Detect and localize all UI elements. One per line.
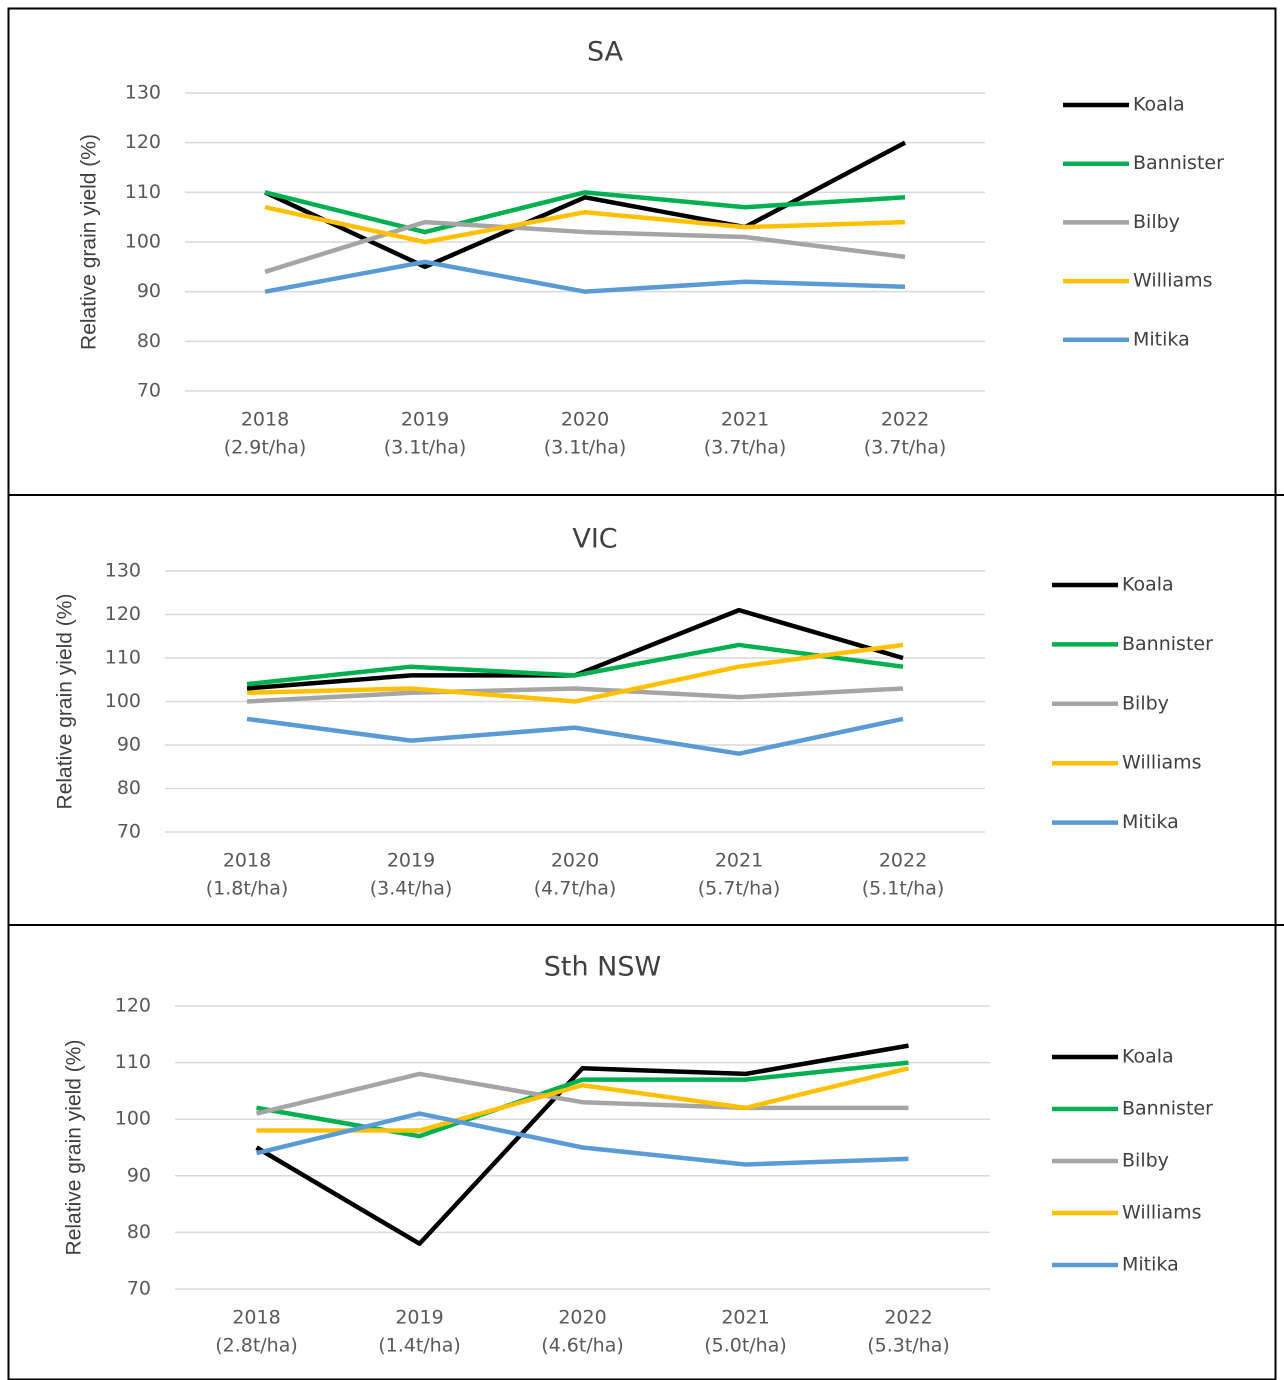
x-tick-label: 2021 — [715, 850, 763, 872]
legend-label: Bannister — [1133, 152, 1224, 174]
series-line — [255, 1071, 909, 1116]
x-tick-label: 2018 — [223, 850, 271, 872]
legend-label: Bilby — [1122, 1150, 1169, 1172]
y-tick-label: 110 — [125, 181, 161, 203]
x-tick-label: (5.0t/ha) — [704, 1335, 787, 1357]
x-tick-label: 2019 — [401, 409, 449, 431]
legend-label: Koala — [1122, 574, 1174, 596]
y-tick-label: 120 — [125, 131, 161, 153]
y-tick-label: 70 — [127, 1278, 151, 1300]
y-tick-label: 90 — [137, 280, 161, 302]
series-line — [264, 219, 906, 274]
y-tick-label: 80 — [117, 777, 141, 799]
y-tick-label: 90 — [127, 1164, 151, 1186]
series-line — [264, 205, 906, 245]
x-tick-label: (3.1t/ha) — [544, 437, 627, 459]
series-line — [256, 1060, 909, 1139]
y-tick-label: 100 — [105, 690, 141, 712]
x-tick-label: 2020 — [558, 1307, 606, 1329]
x-tick-label: 2019 — [395, 1307, 443, 1329]
x-tick-label: (3.4t/ha) — [370, 878, 453, 900]
x-tick-label: 2018 — [241, 409, 289, 431]
y-tick-label: 100 — [125, 231, 161, 253]
y-tick-label: 90 — [117, 734, 141, 756]
y-tick-label: 100 — [115, 1108, 151, 1130]
x-tick-label: 2021 — [721, 409, 769, 431]
x-tick-label: (5.3t/ha) — [867, 1335, 950, 1357]
series-line — [246, 642, 904, 687]
series-line — [256, 1066, 910, 1133]
y-tick-label: 120 — [105, 603, 141, 625]
series-line — [255, 1111, 909, 1167]
series-line — [264, 190, 906, 235]
legend-label: Koala — [1133, 94, 1185, 116]
x-tick-label: (3.7t/ha) — [704, 437, 787, 459]
y-tick-label: 70 — [137, 380, 161, 402]
y-axis-label: Relative grain yield (%) — [54, 594, 77, 810]
chart-title: VIC — [572, 524, 617, 555]
x-tick-label: (2.8t/ha) — [215, 1335, 298, 1357]
y-axis-label: Relative grain yield (%) — [78, 134, 101, 350]
legend-label: Mitika — [1122, 811, 1179, 833]
legend-label: Bannister — [1122, 633, 1213, 655]
legend-label: Williams — [1133, 270, 1213, 292]
legend-label: Bilby — [1122, 692, 1169, 714]
x-tick-label: 2019 — [387, 850, 435, 872]
y-tick-label: 130 — [105, 560, 141, 582]
x-tick-label: 2020 — [561, 409, 609, 431]
x-tick-label: (4.7t/ha) — [534, 878, 617, 900]
series-line — [255, 1043, 909, 1246]
series-line — [246, 716, 904, 756]
x-tick-label: 2018 — [232, 1307, 280, 1329]
chart-title: Sth NSW — [544, 952, 661, 983]
y-tick-label: 110 — [105, 647, 141, 669]
x-tick-label: (1.8t/ha) — [206, 878, 289, 900]
legend-label: Williams — [1122, 1202, 1202, 1224]
legend-label: Mitika — [1133, 328, 1190, 350]
legend-label: Williams — [1122, 752, 1202, 774]
legend-label: Bannister — [1122, 1098, 1213, 1120]
chart-title: SA — [587, 37, 624, 68]
x-tick-label: 2021 — [721, 1307, 769, 1329]
series-line — [264, 259, 906, 294]
legend-label: Bilby — [1133, 211, 1180, 233]
y-tick-label: 80 — [127, 1221, 151, 1243]
legend-label: Mitika — [1122, 1254, 1179, 1276]
y-tick-label: 110 — [115, 1051, 151, 1073]
x-tick-label: (4.6t/ha) — [541, 1335, 624, 1357]
x-tick-label: 2022 — [879, 850, 927, 872]
x-tick-label: (1.4t/ha) — [378, 1335, 461, 1357]
series-line — [264, 140, 907, 270]
x-tick-label: 2020 — [551, 850, 599, 872]
x-tick-label: (2.9t/ha) — [224, 437, 307, 459]
series-line — [246, 642, 904, 704]
y-axis-label: Relative grain yield (%) — [63, 1040, 86, 1256]
y-tick-label: 70 — [117, 821, 141, 843]
legend-label: Koala — [1122, 1046, 1174, 1068]
x-tick-label: (5.1t/ha) — [862, 878, 945, 900]
x-tick-label: 2022 — [881, 409, 929, 431]
y-tick-label: 120 — [115, 995, 151, 1017]
y-tick-label: 80 — [137, 330, 161, 352]
x-tick-label: (5.7t/ha) — [698, 878, 781, 900]
series-line — [246, 686, 904, 704]
x-tick-label: (3.1t/ha) — [384, 437, 467, 459]
x-tick-label: 2022 — [884, 1307, 932, 1329]
y-tick-label: 130 — [125, 82, 161, 104]
x-tick-label: (3.7t/ha) — [864, 437, 947, 459]
